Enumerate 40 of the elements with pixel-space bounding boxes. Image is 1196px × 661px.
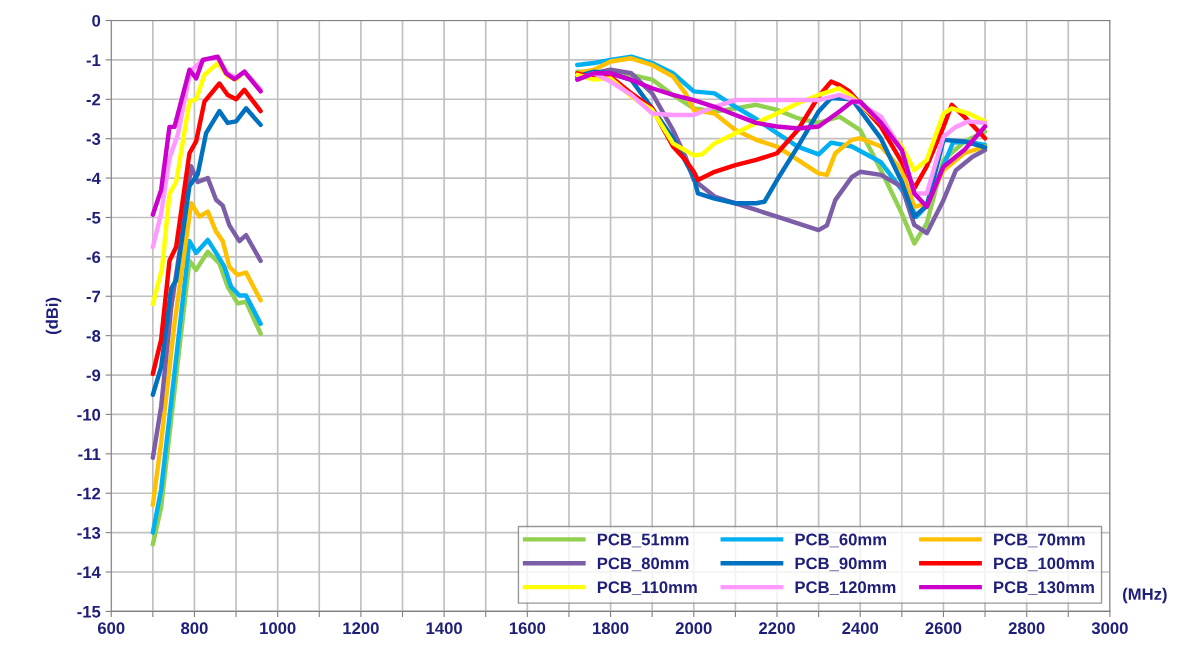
y-tick-label: -2 [86, 93, 101, 106]
x-tick-label: 1400 [426, 622, 462, 635]
x-tick-label: 1600 [509, 622, 546, 635]
x-tick-label: 2200 [759, 622, 795, 635]
x-tick-label: 1200 [343, 622, 379, 635]
x-tick-label: 2000 [675, 622, 712, 635]
legend-label: PCB_130mm [994, 581, 1094, 595]
x-tick-label: 1800 [593, 622, 629, 635]
y-tick-label: -15 [77, 606, 101, 618]
y-axis-title: (dBi) [45, 297, 62, 335]
y-tick-label: -14 [77, 566, 101, 579]
legend-label: PCB_70mm [994, 533, 1085, 548]
y-tick-label: -4 [86, 172, 101, 185]
x-tick-label: 600 [97, 622, 125, 635]
legend-label: PCB_60mm [795, 533, 887, 548]
y-tick-label: -8 [86, 330, 101, 342]
x-tick-label: 2600 [925, 622, 962, 635]
legend-label: PCB_110mm [597, 581, 697, 595]
y-tick-label: -9 [86, 369, 101, 382]
y-tick-label: 0 [92, 14, 101, 27]
legend-label: PCB_90mm [795, 557, 887, 572]
x-axis-title: (MHz) [1123, 587, 1167, 604]
y-tick-label: -11 [78, 448, 101, 460]
y-tick-label: -12 [77, 487, 101, 500]
y-tick-label: -6 [86, 251, 101, 264]
y-tick-label: -7 [86, 290, 101, 303]
x-tick-label: 800 [181, 622, 208, 635]
y-tick-label: -3 [86, 133, 101, 145]
x-tick-label: 2400 [842, 622, 879, 635]
x-tick-label: 3000 [1091, 622, 1128, 635]
legend-label: PCB_100mm [994, 557, 1094, 572]
y-tick-label: -1 [86, 54, 101, 66]
y-tick-label: -13 [77, 527, 101, 539]
x-tick-label: 2800 [1008, 622, 1045, 635]
legend-label: PCB_51mm [597, 533, 689, 548]
y-tick-label: -10 [77, 408, 101, 421]
legend-label: PCB_80mm [597, 557, 689, 572]
y-tick-label: -5 [86, 212, 101, 224]
x-tick-label: 1000 [260, 622, 296, 635]
legend-label: PCB_120mm [795, 581, 896, 595]
